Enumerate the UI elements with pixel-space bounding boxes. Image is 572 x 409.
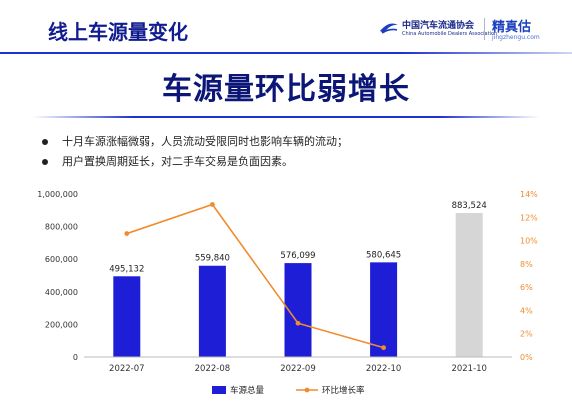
bullet-list: 十月车源涨幅微弱，人员流动受限同时也影响车辆的流动； 用户置换周期延长，对二手车… [42, 132, 348, 172]
left-axis-tick-label: 600,000 [45, 255, 78, 264]
bar-value-label: 576,099 [280, 251, 315, 261]
bar-value-label: 559,840 [195, 254, 230, 264]
legend-swatch-marker [304, 387, 310, 393]
growth-rate-point [210, 202, 215, 207]
right-axis-tick-label: 4% [520, 306, 533, 315]
combo-chart: 0 200,000 400,000 600,000 800,000 1,000,000 0%… [37, 190, 538, 396]
bullet-item: 用户置换周期延长，对二手车交易是负面因素。 [42, 152, 348, 172]
title-underline [32, 116, 540, 118]
jingzhengu-logo-url: jingzhengu.com [492, 34, 540, 41]
cada-logo-subtext: China Automobile Dealers Association [402, 31, 498, 37]
growth-rate-line [126, 203, 384, 349]
left-axis-tick-label: 0 [73, 353, 78, 362]
left-axis-tick-label: 800,000 [45, 223, 78, 232]
x-axis-tick-label: 2022-07 [109, 364, 145, 374]
cada-logo-icon [380, 23, 398, 34]
bar [198, 265, 226, 357]
bar-value-label: 495,132 [109, 264, 144, 274]
header: 线上车源量变化 中国汽车流通协会 China Automobile Dealer… [0, 0, 572, 58]
bullet-item: 十月车源涨幅微弱，人员流动受限同时也影响车辆的流动； [42, 132, 348, 152]
right-axis-tick-label: 8% [520, 260, 533, 269]
bar [113, 276, 141, 357]
growth-rate-point [295, 320, 301, 326]
x-axis-tick-label: 2022-08 [195, 364, 231, 374]
right-axis-tick-label: 10% [520, 237, 538, 246]
bullet-dot-icon [42, 159, 48, 165]
left-axis-tick-label: 400,000 [45, 288, 78, 297]
bar [370, 262, 398, 357]
x-axis-tick-label: 2022-09 [280, 364, 316, 374]
bullet-text: 用户置换周期延长，对二手车交易是负面因素。 [62, 155, 293, 168]
bar-comparison [455, 212, 483, 357]
x-axis-tick-label: 2022-10 [366, 364, 402, 374]
bullet-text: 十月车源涨幅微弱，人员流动受限同时也影响车辆的流动； [62, 135, 348, 148]
right-axis-tick-label: 6% [520, 283, 533, 292]
bar-value-label: 580,645 [366, 250, 401, 260]
growth-rate-point [124, 231, 130, 236]
header-accent-line [0, 52, 572, 54]
jingzhengu-logo-text: 精真估 [492, 20, 532, 35]
right-axis-tick-label: 2% [520, 330, 533, 339]
legend-label: 车源总量 [230, 385, 265, 396]
legend-label: 环比增长率 [322, 385, 365, 396]
growth-rate-point [381, 345, 386, 351]
left-axis-tick-label: 1,000,000 [37, 190, 78, 199]
right-axis-tick-label: 12% [520, 213, 538, 222]
right-axis-tick-label: 14% [520, 190, 538, 199]
left-axis-tick-label: 200,000 [45, 320, 78, 329]
bar-value-label: 883,524 [452, 201, 487, 211]
x-axis-tick-label: 2021-10 [451, 364, 487, 374]
slide-title: 车源量环比弱增长 [162, 72, 410, 107]
chart: 0 200,000 400,000 600,000 800,000 1,000,000 0%… [0, 180, 572, 405]
bullet-dot-icon [42, 139, 48, 145]
header-title: 线上车源量变化 [48, 20, 188, 44]
cada-logo-text: 中国汽车流通协会 [402, 21, 475, 31]
right-axis-tick-label: 0% [520, 353, 533, 362]
legend-swatch-bar [212, 386, 226, 394]
logo-divider [484, 18, 485, 40]
logo-area: 中国汽车流通协会 China Automobile Dealers Associ… [378, 14, 558, 44]
